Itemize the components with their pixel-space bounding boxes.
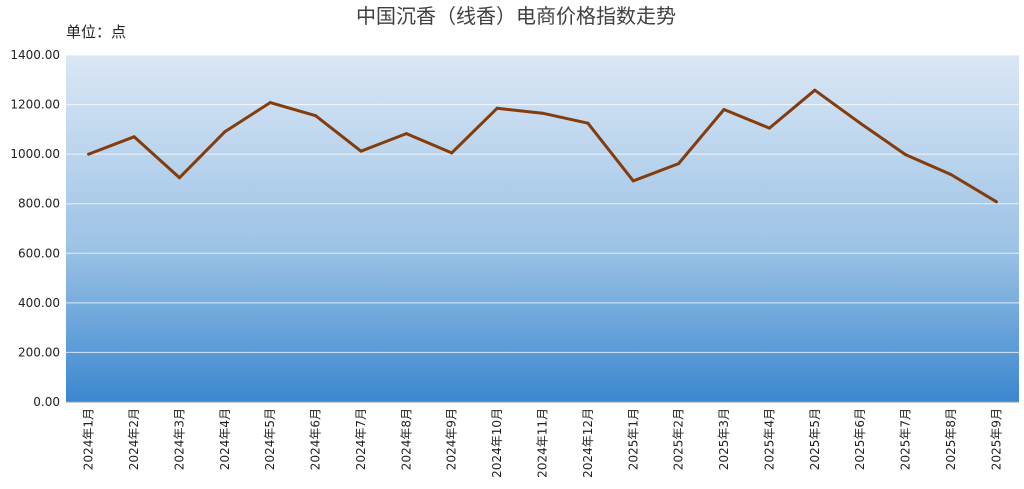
x-tick-label: 2025年5月	[808, 408, 822, 470]
data-point	[904, 153, 908, 157]
data-point	[677, 162, 681, 166]
series-group	[87, 88, 998, 204]
y-tick-label: 800.00	[18, 197, 60, 211]
x-tick-label: 2025年2月	[672, 408, 686, 470]
x-tick-label: 2025年6月	[853, 408, 867, 470]
x-tick-label: 2025年7月	[899, 408, 913, 470]
data-point	[813, 88, 817, 92]
x-tick-label: 2025年8月	[944, 408, 958, 470]
data-point	[586, 121, 590, 125]
x-tick-label: 2024年9月	[445, 408, 459, 470]
data-point	[87, 152, 91, 156]
x-tick-label: 2025年9月	[989, 408, 1003, 470]
y-tick-label: 600.00	[18, 246, 60, 260]
x-tick-label: 2024年11月	[536, 408, 550, 478]
y-tick-label: 400.00	[18, 296, 60, 310]
y-tick-label: 200.00	[18, 345, 60, 359]
unit-label: 单位：点	[66, 23, 126, 41]
data-point	[314, 114, 318, 118]
gridlines	[66, 54, 1019, 403]
data-point	[450, 151, 454, 155]
x-tick-label: 2025年1月	[626, 408, 640, 470]
x-tick-label: 2024年5月	[263, 408, 277, 470]
data-point	[722, 108, 726, 112]
data-point	[994, 200, 998, 204]
y-tick-label: 1400.00	[10, 48, 60, 62]
data-point	[223, 130, 227, 134]
data-point	[359, 149, 363, 153]
data-point	[631, 179, 635, 183]
x-axis-ticks: 2024年1月 2024年2月 2024年3月 2024年4月 2024年5月 2024年…	[82, 408, 1004, 478]
x-tick-label: 2025年3月	[717, 408, 731, 470]
x-tick-label: 2024年7月	[354, 408, 368, 470]
y-tick-label: 1200.00	[10, 98, 60, 112]
y-tick-label: 1000.00	[10, 147, 60, 161]
chart-title: 中国沉香（线香）电商价格指数走势	[356, 4, 676, 28]
x-tick-label: 2024年10月	[490, 408, 504, 478]
x-tick-label: 2024年1月	[82, 408, 96, 470]
x-tick-label: 2025年4月	[762, 408, 776, 470]
x-tick-label: 2024年3月	[172, 408, 186, 470]
x-tick-label: 2024年12月	[581, 408, 595, 478]
x-tick-label: 2024年2月	[127, 408, 141, 470]
data-point	[268, 101, 272, 105]
data-point	[949, 172, 953, 176]
data-point	[132, 135, 136, 139]
y-tick-label: 0.00	[33, 395, 60, 409]
y-axis-ticks: 0.00 200.00 400.00 600.00 800.00 1000.00 1200.…	[10, 48, 60, 409]
data-point	[541, 111, 544, 115]
data-point	[177, 176, 181, 180]
data-point	[404, 132, 408, 136]
x-tick-label: 2024年8月	[399, 408, 413, 470]
x-tick-label: 2024年4月	[218, 408, 232, 470]
x-tick-label: 2024年6月	[309, 408, 323, 470]
data-point	[858, 121, 862, 125]
data-point	[767, 126, 771, 130]
plot-area	[66, 55, 1019, 402]
data-point	[495, 106, 499, 110]
